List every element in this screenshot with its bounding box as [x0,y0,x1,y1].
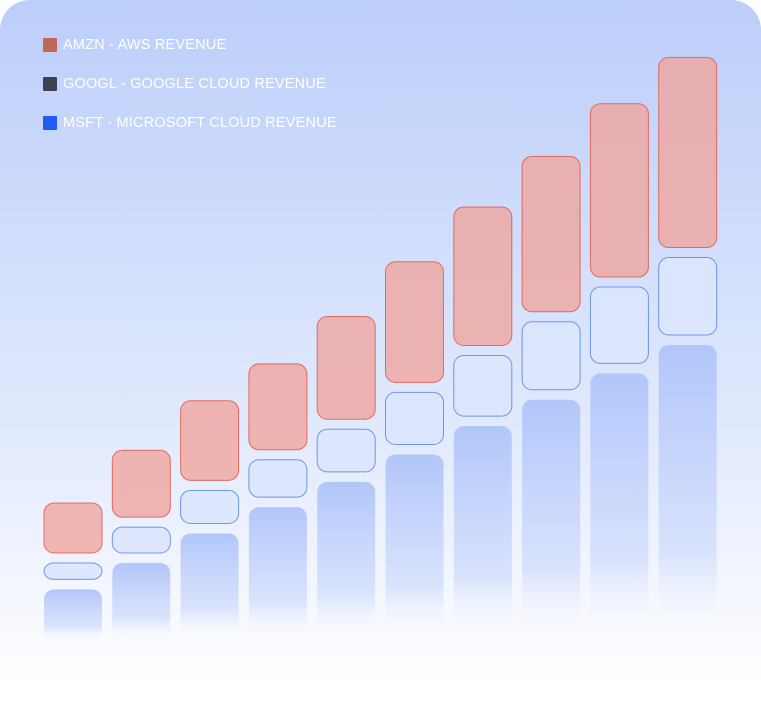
legend-item-amzn: AMZN - AWS REVENUE [43,36,337,54]
bar-googl-7 [453,354,513,417]
legend-label-amzn: AMZN - AWS REVENUE [63,37,227,53]
legend-label-msft: MSFT - MICROSOFT CLOUD REVENUE [63,115,337,131]
bar-amzn-8 [521,155,581,313]
legend-swatch-googl [43,77,57,91]
bar-msft-5 [317,481,376,642]
bar-amzn-5 [316,316,376,420]
bar-amzn-1 [43,502,103,554]
legend-label-googl: GOOGL - GOOGLE CLOUD REVENUE [63,76,326,92]
bar-msft-4 [248,507,307,642]
bar-msft-2 [112,563,171,642]
legend-item-msft: MSFT - MICROSOFT CLOUD REVENUE [43,114,337,132]
bar-msft-9 [590,373,649,642]
bar-amzn-9 [589,103,649,278]
bar-googl-6 [385,391,444,446]
bar-msft-3 [180,533,239,642]
legend-item-googl: GOOGL - GOOGLE CLOUD REVENUE [43,75,337,93]
bar-msft-10 [658,344,717,642]
bar-msft-6 [385,454,444,642]
bar-msft-1 [44,589,102,642]
bar-group [43,56,718,642]
bar-amzn-4 [248,363,308,451]
bar-googl-2 [111,526,171,554]
bar-googl-4 [248,459,308,498]
bar-msft-8 [522,399,581,642]
bar-googl-1 [43,562,103,580]
bar-googl-9 [589,286,649,364]
legend-swatch-msft [43,116,57,130]
bar-googl-10 [658,257,718,336]
bar-googl-5 [316,428,376,473]
bar-amzn-3 [180,400,240,481]
legend: AMZN - AWS REVENUE GOOGL - GOOGLE CLOUD … [43,36,337,153]
bar-googl-8 [521,321,581,391]
bar-amzn-7 [453,206,513,346]
bar-amzn-6 [385,261,444,383]
bar-msft-7 [453,426,512,642]
bar-amzn-10 [658,56,718,249]
bar-googl-3 [180,489,240,525]
legend-swatch-amzn [43,38,57,52]
bar-amzn-2 [111,449,171,518]
